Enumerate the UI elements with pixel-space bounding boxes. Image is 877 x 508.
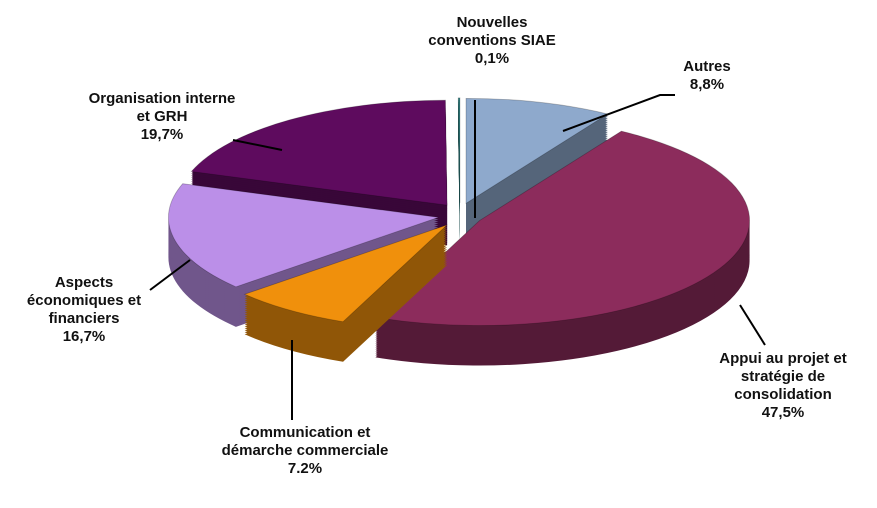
- leader-line: [149, 259, 191, 291]
- slice-label: Nouvelles conventions SIAE 0,1%: [428, 14, 556, 67]
- leader-line: [739, 304, 766, 346]
- slice-label: Aspects économiques et financiers 16,7%: [26, 274, 142, 345]
- slice-group: [168, 183, 439, 327]
- leader-line: [232, 139, 283, 151]
- slice-group: [243, 224, 448, 362]
- slice: [465, 97, 609, 205]
- slice-side: [458, 99, 460, 243]
- leader-line: [562, 94, 675, 132]
- slice: [374, 130, 750, 326]
- slice-group: [457, 97, 461, 243]
- slice-label: Organisation interne et GRH 19,7%: [88, 90, 236, 143]
- slice-group: [374, 130, 750, 366]
- slice-label: Autres 8,8%: [683, 58, 731, 93]
- slice: [457, 97, 461, 203]
- pie: [168, 97, 750, 366]
- slice: [190, 99, 448, 206]
- slice-label: Appui au projet et stratégie de consolid…: [719, 350, 847, 421]
- slice: [243, 224, 448, 323]
- slice-label: Communication et démarche commerciale 7.2…: [221, 424, 389, 477]
- slice: [168, 183, 439, 288]
